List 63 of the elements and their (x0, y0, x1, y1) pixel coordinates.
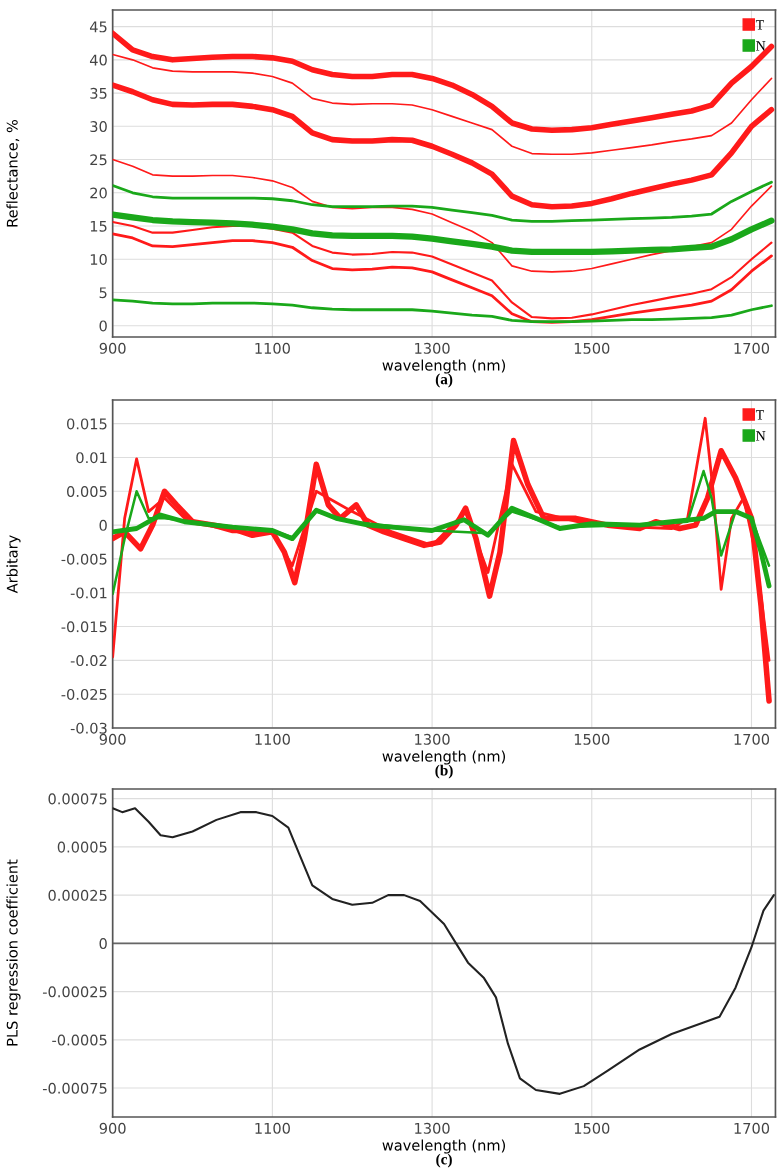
y-tick-label: 0 (99, 938, 107, 950)
text: (a) (435, 373, 453, 388)
y-tick-label: -0.01 (70, 587, 107, 599)
y-tick-label: 10 (90, 253, 107, 265)
line-series (112, 53, 773, 156)
y-tick-label: 25 (90, 154, 107, 166)
y-tick-label: 35 (90, 87, 107, 99)
y-tick-label: 0 (99, 320, 107, 332)
y-tick-label: 5 (99, 287, 107, 299)
x-tick-label: 1300 (415, 342, 450, 354)
y-tick-label: -0.005 (61, 553, 107, 565)
x-tick-label: 1300 (415, 733, 450, 745)
line-series (112, 180, 773, 223)
y-tick-label: 0 (99, 519, 107, 531)
x-tick-label: 1700 (734, 1122, 770, 1134)
y-tick-label: 0.00025 (48, 889, 107, 901)
y-tick-label: 20 (90, 187, 107, 199)
x-tick-label: 1300 (415, 1122, 450, 1134)
line-series (112, 807, 775, 1095)
y-tick-label: -0.025 (61, 688, 107, 700)
legend-label: N (756, 431, 766, 441)
y-axis-title: Arbitary (6, 535, 21, 594)
x-axis-title: wavelength (nm) (382, 359, 506, 374)
x-tick-label: 1100 (255, 733, 290, 745)
legend-label: N (756, 41, 766, 51)
y-tick-label: -0.015 (61, 621, 107, 633)
line-series (112, 220, 773, 320)
x-tick-label: 1500 (574, 733, 610, 745)
y-tick-label: -0.02 (70, 655, 107, 667)
x-tick-label: 900 (99, 733, 126, 745)
y-tick-label: 0.00075 (48, 793, 107, 805)
y-tick-label: 40 (89, 54, 107, 66)
y-tick-label: -0.03 (70, 722, 107, 734)
x-tick-label: 1700 (734, 342, 770, 354)
y-tick-label: 0.01 (76, 452, 107, 464)
line-series (112, 232, 773, 324)
x-tick-label: 1100 (255, 1122, 290, 1134)
line-series (112, 469, 771, 596)
y-tick-label: 0.0005 (57, 841, 107, 853)
y-tick-label: -0.00075 (42, 1082, 107, 1094)
x-axis-title: wavelength (nm) (382, 750, 506, 765)
y-tick-label: -0.00025 (42, 986, 107, 998)
line-series (112, 298, 773, 324)
legend-label: T (755, 410, 764, 420)
y-axis-title: PLS regression coefficient (6, 859, 21, 1046)
x-tick-label: 900 (99, 1122, 126, 1134)
x-tick-label: 1500 (574, 342, 610, 354)
y-tick-label: 30 (90, 121, 107, 133)
x-axis-title: wavelength (nm) (382, 1139, 506, 1154)
x-tick-label: 1700 (734, 733, 770, 745)
y-tick-label: 45 (89, 21, 107, 33)
x-tick-label: 1100 (255, 342, 290, 354)
text: (c) (436, 1153, 452, 1168)
line-series (112, 158, 773, 273)
legend-label: T (755, 20, 764, 30)
y-tick-label: 0.005 (67, 486, 107, 498)
y-axis-title: Reflectance, % (6, 119, 20, 227)
x-tick-label: 1500 (574, 1122, 610, 1134)
text: (b) (435, 764, 453, 779)
y-tick-label: 15 (90, 220, 107, 232)
x-tick-label: 900 (99, 342, 126, 354)
y-tick-label: 0.015 (67, 418, 107, 430)
y-tick-label: -0.0005 (52, 1034, 107, 1046)
